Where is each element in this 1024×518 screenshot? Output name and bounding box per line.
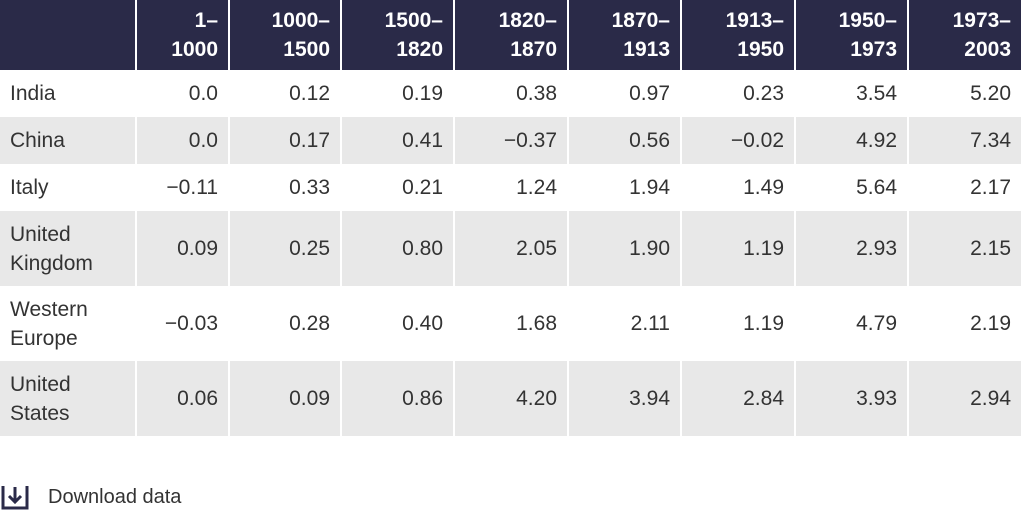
- column-header-line: 1820–: [498, 9, 557, 32]
- table-cell: 0.80: [341, 211, 455, 286]
- table-cell: 5.20: [908, 70, 1021, 117]
- table-cell: 3.93: [795, 361, 909, 436]
- data-table: 1– 1000 1000– 1500 1500– 1820 1820– 1870 187…: [0, 0, 1021, 436]
- table-cell: 0.19: [341, 70, 455, 117]
- table-cell: 3.94: [568, 361, 682, 436]
- table-cell: 0.25: [229, 211, 342, 286]
- table-cell: 1.68: [454, 286, 569, 361]
- column-header: 1973– 2003: [908, 0, 1021, 70]
- table-cell: −0.11: [136, 164, 230, 211]
- column-header: 1500– 1820: [341, 0, 455, 70]
- row-label-line: China: [10, 129, 65, 152]
- table-cell: 0.17: [229, 117, 342, 164]
- table-cell: 1.90: [568, 211, 682, 286]
- table-cell: 2.19: [908, 286, 1021, 361]
- table-cell: 3.54: [795, 70, 909, 117]
- table-cell: 2.15: [908, 211, 1021, 286]
- column-header-line: 1870: [510, 38, 557, 61]
- row-label: Western Europe: [0, 286, 137, 361]
- table-cell: 7.34: [908, 117, 1021, 164]
- row-label-line: India: [10, 82, 56, 105]
- table-cell: 0.28: [229, 286, 342, 361]
- row-label-line: Kingdom: [10, 251, 93, 275]
- row-label-line: States: [10, 401, 70, 425]
- table-cell: 5.64: [795, 164, 909, 211]
- column-header-line: 1973: [850, 38, 897, 61]
- table-cell: 1.49: [681, 164, 796, 211]
- download-icon: [0, 482, 30, 512]
- table-row: India 0.0 0.12 0.19 0.38 0.97 0.23 3.54 …: [0, 70, 1021, 117]
- table-cell: −0.03: [136, 286, 230, 361]
- table-cell: 0.38: [454, 70, 569, 117]
- table-cell: −0.37: [454, 117, 569, 164]
- column-header: 1000– 1500: [229, 0, 342, 70]
- column-header: 1950– 1973: [795, 0, 909, 70]
- table-cell: 0.40: [341, 286, 455, 361]
- table-row: Italy −0.11 0.33 0.21 1.24 1.94 1.49 5.6…: [0, 164, 1021, 211]
- column-header: 1870– 1913: [568, 0, 682, 70]
- header-row: 1– 1000 1000– 1500 1500– 1820 1820– 1870 187…: [0, 0, 1021, 70]
- column-header: 1– 1000: [136, 0, 230, 70]
- table-cell: 0.09: [229, 361, 342, 436]
- row-label-line: United: [10, 222, 71, 246]
- table-cell: 0.0: [136, 117, 230, 164]
- column-header: 1820– 1870: [454, 0, 569, 70]
- table-cell: 2.93: [795, 211, 909, 286]
- table-cell: 1.94: [568, 164, 682, 211]
- table-cell: 0.23: [681, 70, 796, 117]
- column-header-line: 1820: [396, 38, 443, 61]
- table-cell: 4.79: [795, 286, 909, 361]
- table-cell: 4.20: [454, 361, 569, 436]
- table-cell: 0.12: [229, 70, 342, 117]
- table-cell: 0.56: [568, 117, 682, 164]
- row-label: India: [0, 70, 137, 117]
- corner-header-cell: [0, 0, 137, 70]
- table-cell: 0.41: [341, 117, 455, 164]
- row-label: United Kingdom: [0, 211, 137, 286]
- row-label-line: Italy: [10, 176, 49, 199]
- table-cell: 0.0: [136, 70, 230, 117]
- table-cell: 0.33: [229, 164, 342, 211]
- column-header-line: 1500: [283, 38, 330, 61]
- table-row: China 0.0 0.17 0.41 −0.37 0.56 −0.02 4.9…: [0, 117, 1021, 164]
- table-cell: 2.94: [908, 361, 1021, 436]
- row-label: United States: [0, 361, 137, 436]
- download-label: Download data: [48, 485, 182, 508]
- column-header: 1913– 1950: [681, 0, 796, 70]
- column-header-line: 1913–: [725, 9, 784, 32]
- column-header-line: 1973–: [952, 9, 1011, 32]
- column-header-line: 1950–: [838, 9, 897, 32]
- table-cell: 1.19: [681, 286, 796, 361]
- download-data-link[interactable]: Download data: [0, 482, 181, 512]
- table-cell: 0.97: [568, 70, 682, 117]
- column-header-line: 1913: [623, 38, 670, 61]
- table-cell: 2.11: [568, 286, 682, 361]
- table-row: Western Europe −0.03 0.28 0.40 1.68 2.11 …: [0, 286, 1021, 361]
- column-header-line: 2003: [964, 38, 1011, 61]
- column-header-line: 1–: [194, 9, 218, 32]
- table-cell: 2.17: [908, 164, 1021, 211]
- column-header-line: 1000: [171, 38, 218, 61]
- column-header-line: 1500–: [384, 9, 443, 32]
- row-label-line: United: [10, 372, 71, 396]
- column-header-line: 1950: [737, 38, 784, 61]
- column-header-line: 1000–: [271, 9, 330, 32]
- row-label: Italy: [0, 164, 137, 211]
- table-cell: −0.02: [681, 117, 796, 164]
- table-row: United States 0.06 0.09 0.86 4.20 3.94 2.…: [0, 361, 1021, 436]
- table-cell: 4.92: [795, 117, 909, 164]
- table-cell: 0.21: [341, 164, 455, 211]
- table-row: United Kingdom 0.09 0.25 0.80 2.05 1.90 1…: [0, 211, 1021, 286]
- table-cell: 2.05: [454, 211, 569, 286]
- table-cell: 2.84: [681, 361, 796, 436]
- table-cell: 1.19: [681, 211, 796, 286]
- table-cell: 1.24: [454, 164, 569, 211]
- column-header-line: 1870–: [611, 9, 670, 32]
- table-cell: 0.09: [136, 211, 230, 286]
- table-cell: 0.86: [341, 361, 455, 436]
- table-cell: 0.06: [136, 361, 230, 436]
- row-label-line: Western: [10, 297, 88, 321]
- row-label-line: Europe: [10, 326, 78, 350]
- row-label: China: [0, 117, 137, 164]
